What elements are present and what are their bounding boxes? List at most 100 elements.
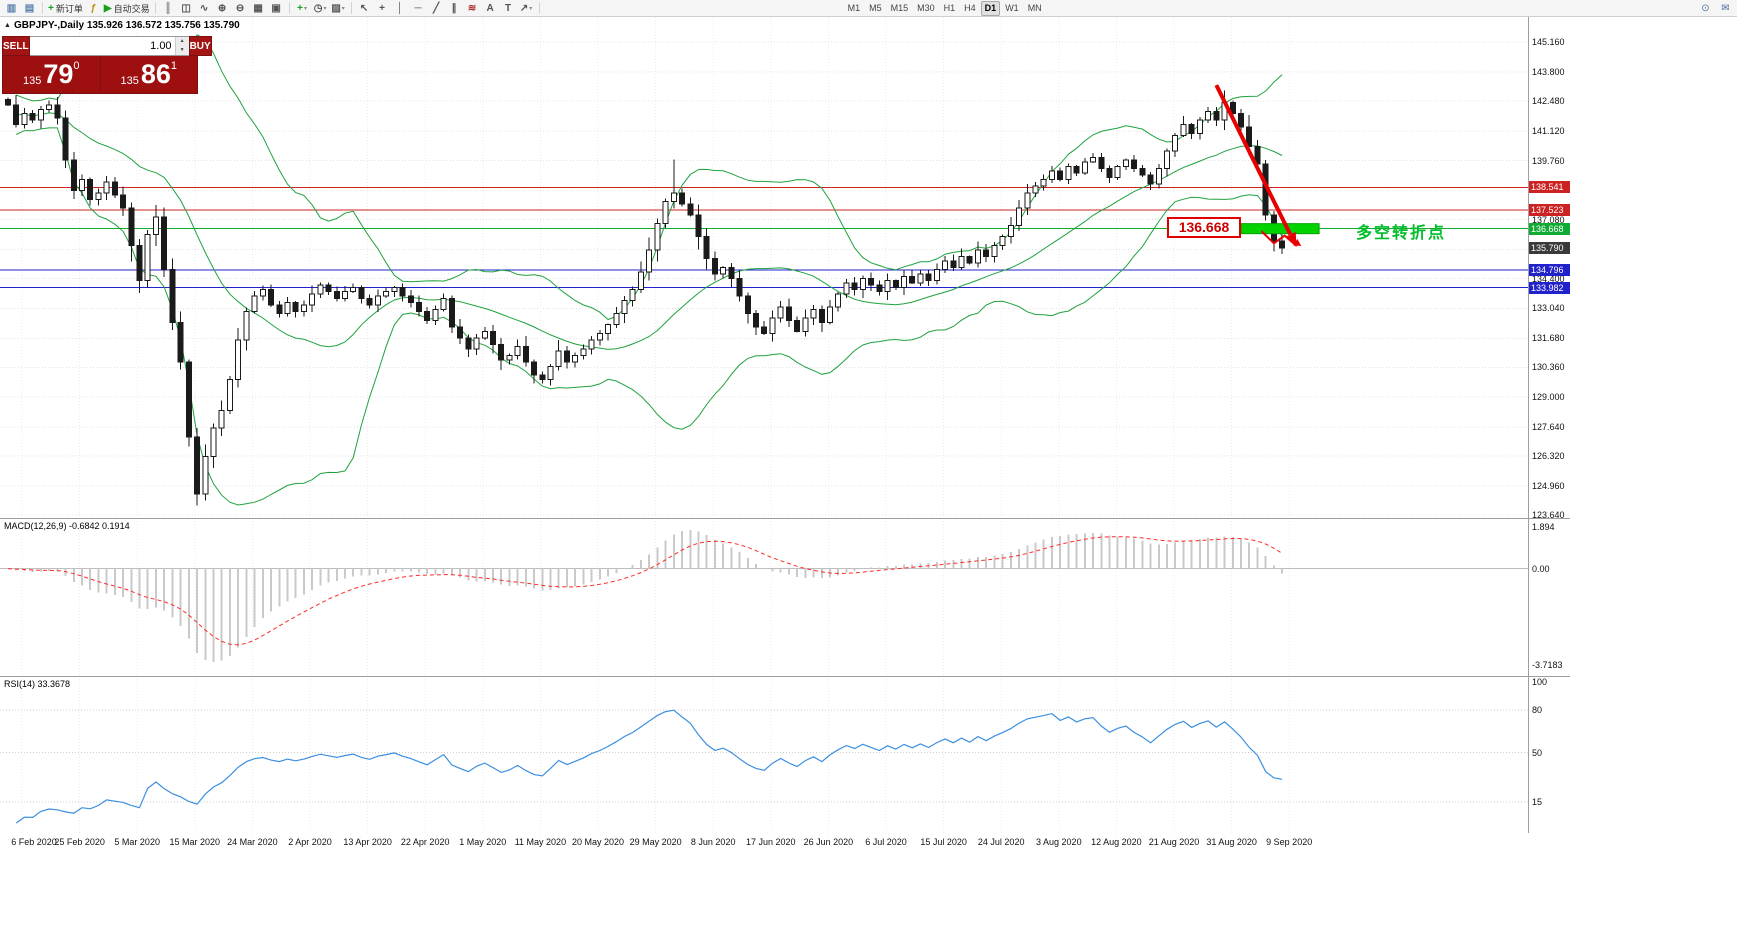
volume-increase-button[interactable]: ▲ — [175, 37, 189, 46]
rsi-tick-label: 15 — [1532, 796, 1543, 807]
time-axis[interactable]: 6 Feb 2020 25 Feb 2020 5 Mar 2020 15 Mar 20… — [0, 833, 1570, 852]
date-tick-label: 8 Jun 2020 — [690, 837, 736, 847]
text-icon[interactable]: A — [486, 2, 494, 14]
trendline-icon[interactable]: ╱ — [433, 2, 440, 14]
macd-axis-zero: 0.00 — [1532, 563, 1550, 574]
macd-histogram — [15, 530, 1284, 662]
zoom-in-icon[interactable]: ⊕ — [217, 2, 227, 14]
date-tick-label: 5 Mar 2020 — [114, 837, 160, 847]
cursor-icon[interactable]: ↖ — [359, 2, 369, 14]
price-level-chip: 135.790 — [1529, 241, 1570, 254]
rsi-pane[interactable] — [0, 676, 1528, 833]
date-tick-label: 11 May 2020 — [514, 837, 567, 847]
rsi-tick-label: 80 — [1532, 705, 1543, 716]
date-tick-label: 12 Aug 2020 — [1091, 837, 1142, 847]
volume-input[interactable] — [29, 37, 175, 55]
toolbar-separator — [288, 2, 290, 14]
sell-button[interactable]: SELL — [2, 36, 30, 56]
horizontal-level-lines[interactable] — [0, 186, 1528, 289]
macd-axis[interactable]: 1.894 0.00 -3.7183 — [1529, 518, 1571, 676]
macd-pane[interactable] — [0, 518, 1528, 676]
expert-advisors-icon[interactable]: ƒ — [90, 2, 97, 14]
price-tick-label: 145.160 — [1532, 37, 1565, 47]
timeframe-w1[interactable]: W1 — [1005, 2, 1019, 13]
toolbar-separator — [538, 2, 540, 14]
price-level-flag[interactable]: 136.668 — [1167, 217, 1241, 238]
date-tick-label: 13 Apr 2020 — [343, 837, 392, 847]
crosshair-icon[interactable]: + — [379, 2, 385, 14]
timeframe-m15[interactable]: M15 — [890, 2, 909, 13]
date-tick-label: 15 Mar 2020 — [169, 837, 221, 847]
candlestick-chart-icon[interactable]: ◫ — [181, 2, 191, 14]
date-tick-label: 24 Jul 2020 — [977, 837, 1025, 847]
annotation-note[interactable]: 多空转折点 — [1356, 225, 1447, 242]
price-axis[interactable]: 145.160 143.800 142.480 141.120 139.760 137.0… — [1529, 17, 1571, 520]
price-tick-label: 130.360 — [1532, 362, 1565, 373]
chart-annotations[interactable] — [1214, 84, 1320, 248]
pane-separator[interactable] — [0, 676, 1570, 677]
search-icon[interactable]: ⊙ — [1701, 2, 1710, 14]
toolbar-separator — [42, 2, 43, 14]
new-chart-icon[interactable]: ▥ — [6, 2, 17, 14]
toolbar: ▥ ▤ + 新订单 ƒ ▶ 自动交易 ║ ◫ ∿ ⊕ ⊖ ▦ ▣ + ▾ ◷ ▾ ▨ ▾ ↖ + │ ─ ╱ ∥ ≋ A T ↗ ▾ M1 M5… — [0, 0, 1737, 17]
timeframe-m1[interactable]: M1 — [847, 2, 861, 13]
volume-spinner: ▲ ▼ — [174, 37, 189, 55]
tile-windows-icon[interactable]: ▦ — [253, 2, 263, 14]
rsi-axis[interactable]: 100 80 50 15 — [1529, 676, 1571, 833]
price-tick-label: 139.760 — [1532, 155, 1565, 166]
toolbar-separator — [154, 2, 156, 14]
price-level-chip: 137.523 — [1529, 203, 1570, 216]
fibonacci-icon[interactable]: ≋ — [467, 2, 477, 14]
main-chart-pane[interactable] — [0, 17, 1528, 518]
templates-icon[interactable]: ▨ ▾ — [331, 2, 345, 14]
line-chart-icon[interactable]: ∿ — [199, 2, 209, 14]
price-tick-label: 137.080 — [1532, 214, 1565, 225]
volume-decrease-button[interactable]: ▼ — [175, 46, 189, 55]
pane-separator[interactable] — [0, 518, 1570, 519]
zoom-out-icon[interactable]: ⊖ — [235, 2, 245, 14]
buy-price[interactable]: 135 86 1 — [120, 59, 178, 89]
buy-button[interactable]: BUY — [188, 36, 212, 56]
new-order-button[interactable]: + 新订单 — [48, 2, 83, 14]
price-level-chip: 136.668 — [1529, 222, 1570, 235]
price-tick-label: 143.800 — [1532, 66, 1565, 77]
toolbar-separator — [350, 2, 352, 14]
timeframe-d1[interactable]: D1 — [980, 0, 1001, 16]
timeframe-m5[interactable]: M5 — [869, 2, 882, 13]
date-tick-label: 9 Sep 2020 — [1266, 837, 1313, 847]
vertical-line-icon[interactable]: │ — [396, 2, 404, 14]
indicators-add-icon[interactable]: + ▾ — [297, 2, 307, 14]
timeframe-h1[interactable]: H1 — [943, 2, 956, 13]
chart-symbol-period: GBPJPY-,Daily — [14, 20, 85, 31]
timeframe-h4[interactable]: H4 — [964, 2, 976, 13]
profiles-icon[interactable]: ▤ — [24, 2, 35, 14]
periods-icon[interactable]: ◷ ▾ — [313, 2, 327, 14]
date-tick-label: 6 Feb 2020 — [11, 837, 57, 847]
price-tick-label: 134.400 — [1532, 273, 1565, 284]
macd-grid — [21, 518, 1290, 676]
rsi-indicator-label: RSI(14) 33.3678 — [4, 679, 71, 689]
sell-price[interactable]: 135 79 0 — [22, 59, 80, 89]
arrows-icon[interactable]: ↗ ▾ — [519, 2, 533, 14]
trade-panel-toggle[interactable]: ▲ — [4, 22, 11, 29]
price-axis-border — [1528, 17, 1529, 852]
timeframe-mn[interactable]: MN — [1027, 2, 1042, 13]
macd-signal-line — [7, 536, 1283, 646]
label-icon[interactable]: T — [505, 2, 512, 14]
chat-icon[interactable]: ✉ — [1721, 2, 1730, 14]
price-tick-label: 141.120 — [1532, 125, 1565, 136]
timeframe-m30[interactable]: M30 — [917, 2, 935, 13]
trend-arrow-line — [1214, 84, 1293, 236]
date-tick-label: 15 Jul 2020 — [920, 837, 967, 847]
auto-scroll-icon[interactable]: ▣ — [271, 2, 281, 14]
macd-axis-max: 1.894 — [1532, 522, 1555, 532]
bar-chart-icon[interactable]: ║ — [164, 2, 172, 14]
price-tick-label: 126.320 — [1532, 451, 1565, 462]
channel-icon[interactable]: ∥ — [451, 2, 457, 14]
candles — [5, 90, 1286, 506]
autotrade-button[interactable]: ▶ 自动交易 — [103, 2, 150, 14]
date-tick-label: 6 Jul 2020 — [865, 837, 907, 847]
date-tick-label: 1 May 2020 — [459, 837, 507, 847]
horizontal-line-icon[interactable]: ─ — [414, 2, 422, 14]
